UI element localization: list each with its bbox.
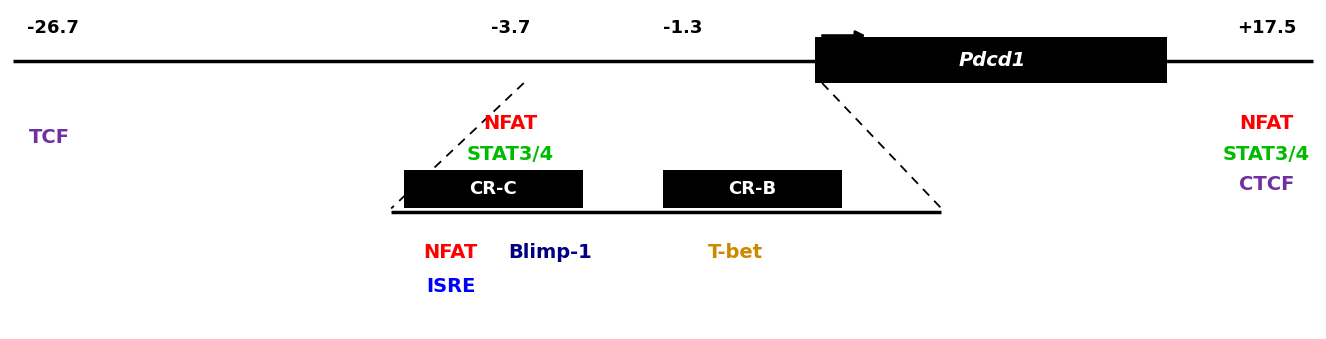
Text: ISRE: ISRE: [426, 277, 476, 296]
Text: Pdcd1: Pdcd1: [959, 51, 1025, 69]
Text: Blimp-1: Blimp-1: [508, 243, 593, 262]
Text: TCF: TCF: [29, 128, 70, 147]
Text: -3.7: -3.7: [491, 19, 530, 37]
Text: STAT3/4: STAT3/4: [467, 145, 554, 164]
Text: -1.3: -1.3: [663, 19, 703, 37]
Bar: [815, 37, 1167, 83]
Bar: [663, 170, 842, 208]
Text: NFAT: NFAT: [1240, 114, 1293, 133]
Text: CR-C: CR-C: [469, 180, 517, 198]
Text: STAT3/4: STAT3/4: [1223, 145, 1310, 164]
Text: CR-B: CR-B: [728, 180, 776, 198]
Text: +17.5: +17.5: [1237, 19, 1296, 37]
Text: -26.7: -26.7: [27, 19, 80, 37]
Text: NFAT: NFAT: [484, 114, 537, 133]
Text: T-bet: T-bet: [708, 243, 764, 262]
Text: NFAT: NFAT: [424, 243, 477, 262]
Text: CTCF: CTCF: [1238, 175, 1294, 194]
Bar: [404, 170, 583, 208]
